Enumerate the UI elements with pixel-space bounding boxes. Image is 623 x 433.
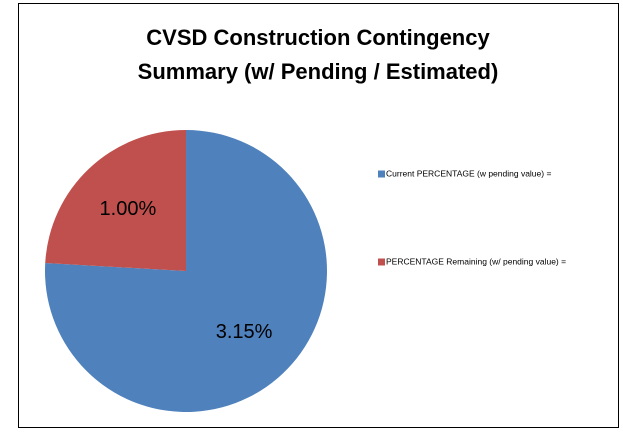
- data-label: 3.15%: [216, 321, 273, 343]
- chart-title: CVSD Construction Contingency: [146, 25, 490, 50]
- chart-title: Summary (w/ Pending / Estimated): [138, 59, 499, 84]
- pie-slice: [45, 130, 186, 271]
- legend-swatch: [378, 258, 385, 266]
- legend-swatch: [378, 170, 385, 178]
- pie-slice: [45, 130, 328, 412]
- legend-label: Current PERCENTAGE (w pending value) =: [386, 168, 551, 178]
- data-label: 1.00%: [100, 198, 157, 220]
- legend-label: PERCENTAGE Remaining (w/ pending value) …: [386, 256, 566, 266]
